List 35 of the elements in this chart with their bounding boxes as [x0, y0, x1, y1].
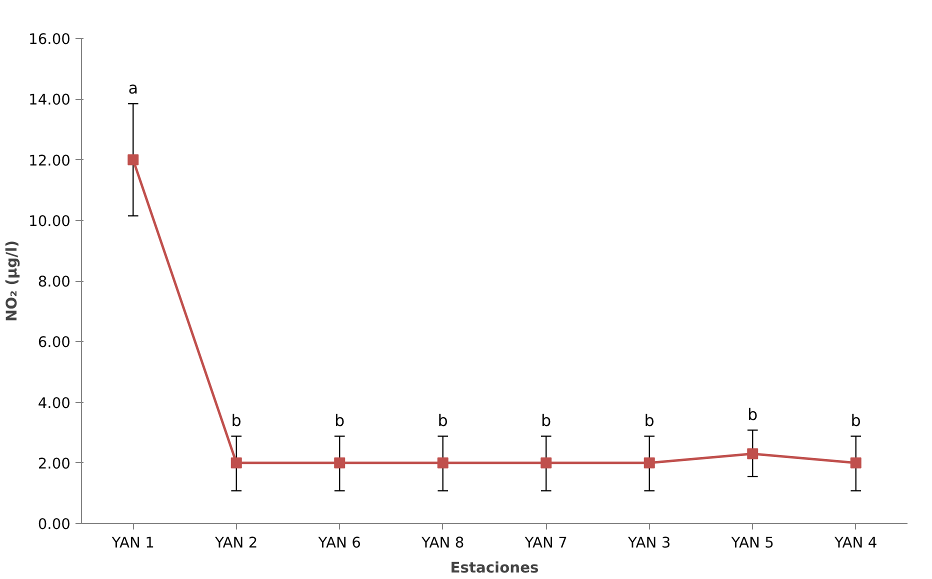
x-tick-label: YAN 6 — [317, 534, 362, 552]
point — [540, 457, 552, 468]
y-tick-label: 12.00 — [28, 152, 71, 170]
y-tick-label: 4.00 — [38, 394, 71, 412]
x-tick-label: YAN 2 — [214, 534, 258, 552]
annotation: b — [748, 405, 758, 424]
x-tick-label: YAN 7 — [524, 534, 568, 552]
point — [230, 457, 242, 468]
annotation: a — [128, 78, 138, 98]
point — [644, 457, 655, 468]
x-axis-title: Estaciones — [450, 560, 540, 576]
point — [850, 457, 862, 468]
annotation: b — [438, 411, 448, 430]
point — [128, 154, 139, 166]
y-tick-label: 6.00 — [38, 334, 71, 352]
y-axis-title: NO₂ (µg/l) — [4, 240, 21, 322]
annotation: b — [541, 411, 552, 430]
x-tick-label: YAN 4 — [833, 534, 878, 552]
annotation: b — [644, 411, 654, 430]
point — [437, 457, 448, 468]
x-tick-label: YAN 5 — [730, 534, 774, 552]
y-tick-label: 0.00 — [38, 516, 71, 533]
y-tick-label: 14.00 — [28, 92, 71, 109]
x-tick-label: YAN 8 — [420, 534, 464, 552]
y-tick-label: 16.00 — [28, 31, 71, 48]
point — [747, 448, 758, 460]
annotation: b — [850, 411, 861, 430]
x-tick-label: YAN 1 — [110, 534, 155, 552]
annotation: b — [334, 411, 345, 430]
x-tick-label: YAN 3 — [626, 534, 671, 552]
point — [334, 457, 346, 468]
annotation: b — [231, 411, 242, 430]
y-tick-label: 2.00 — [38, 455, 71, 472]
y-tick-label: 10.00 — [28, 212, 71, 230]
y-tick-label: 8.00 — [38, 274, 71, 290]
